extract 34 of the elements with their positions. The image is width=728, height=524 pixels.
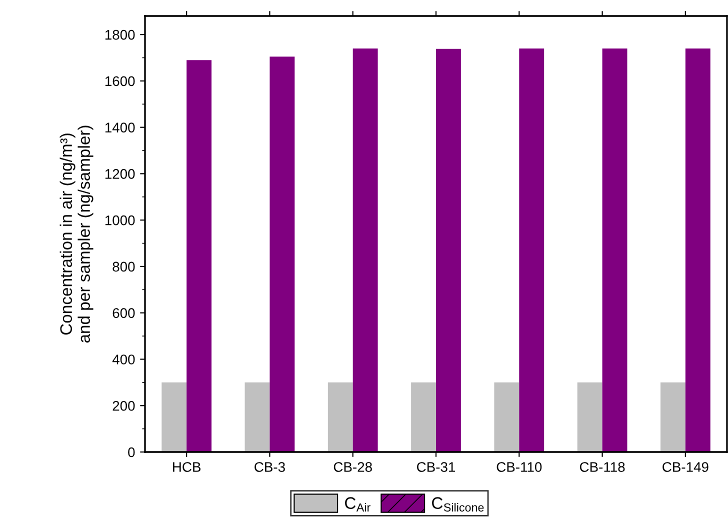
y-tick-label: 1800	[105, 30, 135, 40]
x-tick-label: CB-31	[417, 462, 456, 472]
y-tick-label: 1200	[105, 169, 135, 179]
y-tick-label: 800	[112, 262, 135, 272]
bar	[270, 56, 295, 452]
bar	[186, 60, 212, 452]
y-tick-label: 200	[112, 400, 135, 411]
bar	[519, 48, 544, 452]
x-tick-label: CB-118	[580, 462, 625, 472]
y-tick-label: 400	[112, 354, 135, 364]
bar	[494, 382, 520, 452]
bar	[577, 382, 602, 452]
bar	[660, 382, 686, 452]
y-tick-label: 1000	[105, 215, 135, 226]
bar	[328, 382, 353, 452]
y-axis-title: Concentration in air (ng/m³) and per sampler (ng/sampler)	[60, 126, 94, 343]
y-tick-label: 1600	[105, 76, 135, 86]
bar	[244, 382, 270, 452]
bar	[436, 48, 461, 452]
bar	[352, 48, 378, 452]
text: C$_{Silicone}$	[432, 497, 484, 512]
bar	[162, 382, 187, 452]
y-tick-label: 0	[128, 447, 135, 458]
x-tick-label: CB-149	[662, 462, 708, 472]
x-tick-label: CB-110	[496, 462, 542, 472]
legend-label: C$_{Air}$	[345, 497, 370, 512]
x-tick-label: HCB	[173, 462, 200, 472]
y-tick-label: 1400	[105, 122, 135, 132]
bar	[685, 48, 710, 452]
x-tick-label: CB-28	[334, 462, 372, 472]
x-tick-label: CB-3	[254, 462, 285, 472]
y-tick-label: 600	[112, 308, 135, 318]
bar	[411, 382, 436, 452]
bar	[602, 48, 628, 452]
